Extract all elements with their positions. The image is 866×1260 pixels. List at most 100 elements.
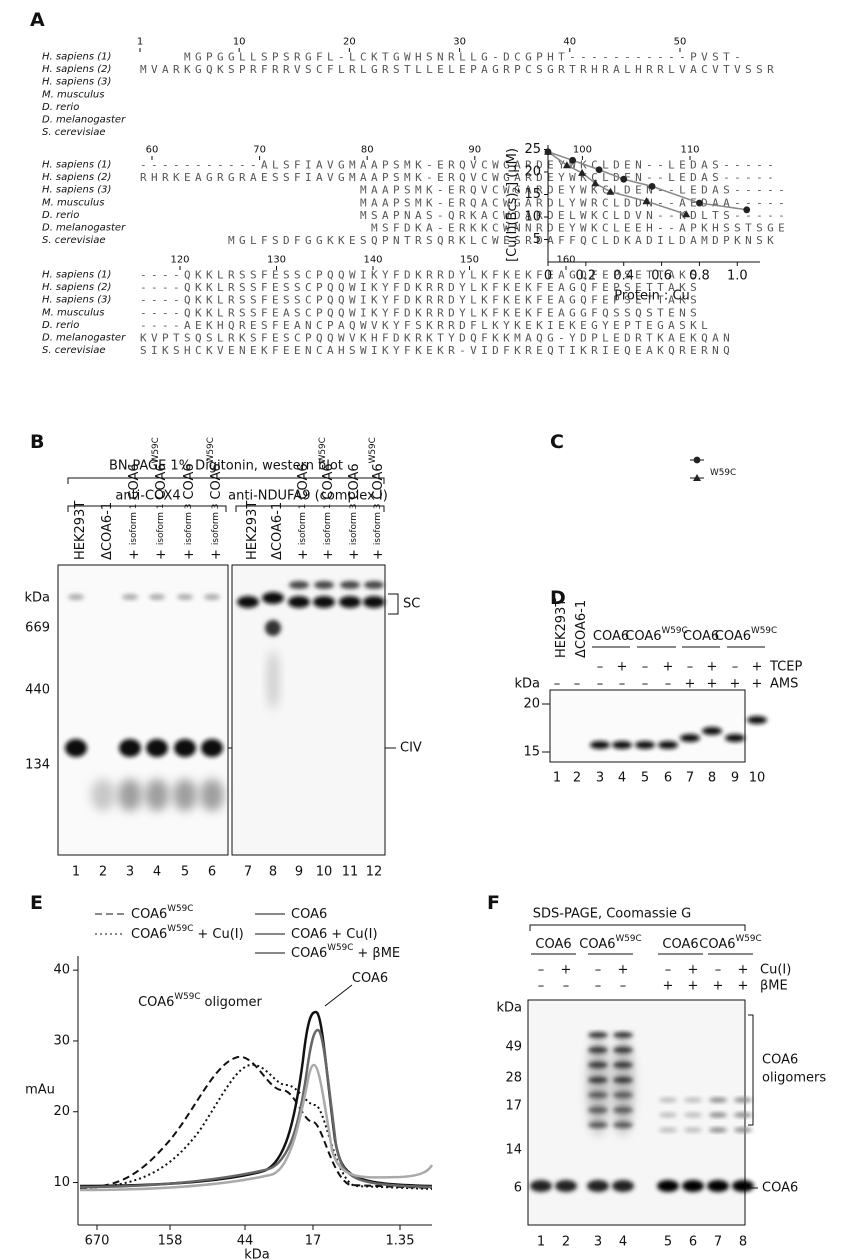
lane-label-part: W59C	[206, 437, 216, 463]
condition-sign: +	[617, 660, 628, 675]
lane-label-part: COA6	[127, 463, 142, 499]
band	[177, 594, 193, 600]
band	[314, 581, 334, 589]
band	[659, 1112, 677, 1118]
point	[620, 175, 628, 183]
lane-label-part: +	[209, 549, 224, 560]
position-number: 100	[573, 145, 592, 156]
species-name: H. sapiens (2)	[42, 172, 111, 183]
condition-sign: –	[619, 677, 626, 692]
band	[747, 716, 767, 724]
y-tick-label: 15	[524, 187, 541, 202]
lane-number: 6	[664, 771, 672, 786]
lane-number: 9	[731, 771, 739, 786]
sequence: ----QKKLRSSFESSCPQQWIKYFDKRRDYLKFKEKFEAG…	[140, 281, 701, 294]
group-label-part: W59C	[751, 626, 777, 636]
lane-label: ΔCOA6-1	[100, 502, 115, 560]
y-axis-label: mAu	[25, 1083, 55, 1098]
lane-label-part: isoform 3	[349, 504, 359, 545]
condition-sign: +	[685, 677, 696, 692]
position-number: 40	[563, 37, 576, 48]
lane-label: + isoform 1 COA6W59C	[318, 437, 336, 560]
y-tick-label: 30	[53, 1033, 70, 1048]
marker-label: 20	[523, 697, 540, 712]
band	[613, 1062, 633, 1068]
band	[590, 741, 610, 749]
species-name: H. sapiens (2)	[42, 64, 111, 75]
band-label: COA6	[762, 1053, 798, 1068]
sequence: MAAPSMK-ERQVCWGARDEYWKCLDEN--LEDAS-----	[360, 184, 789, 197]
lane-label-part: W59C	[151, 437, 161, 463]
x-tick-label: 0.8	[689, 269, 710, 284]
marker-label: 15	[523, 745, 540, 760]
lane-label-part: +	[296, 549, 311, 560]
lane-label: HEK293T	[73, 501, 88, 560]
band-label: COA6	[762, 1181, 798, 1196]
condition-name: βME	[760, 979, 788, 994]
legend-label: W59C	[710, 468, 736, 478]
legend-label-part: COA6	[131, 907, 167, 922]
lane-label-part: COA6	[296, 463, 311, 499]
species-name: D. melanogaster	[42, 333, 126, 344]
band	[204, 594, 220, 600]
group-label-part: COA6	[715, 629, 751, 644]
band	[588, 1077, 608, 1083]
lane-label-part: HEK293T	[73, 501, 88, 560]
lane-label: ΔCOA6-1	[574, 600, 589, 658]
group-label-part: COA6	[593, 629, 629, 644]
lane-number: 12	[366, 865, 383, 880]
band	[588, 1122, 608, 1128]
point	[544, 147, 552, 155]
x-tick-label: 44	[237, 1234, 254, 1249]
group-label: COA6W59C	[699, 934, 761, 952]
sequence: RHRKEAGRGRAESSFIAVGMAAPSMK-ERQVCWGARDEYW…	[140, 171, 778, 184]
lane-label: + isoform 1 COA6	[296, 463, 311, 560]
condition-name: AMS	[770, 677, 798, 692]
condition-sign: +	[752, 660, 763, 675]
sequence: -----------ALSFIAVGMAAPSMK-ERQVCWGARDEYW…	[140, 159, 778, 172]
annotation: COA6W59C oligomer	[138, 992, 262, 1010]
trace-coa6-cu	[79, 1028, 433, 1189]
lane-label: + isoform 1 COA6	[127, 463, 142, 560]
condition-name: TCEP	[769, 660, 802, 675]
condition-sign: +	[618, 963, 629, 978]
y-tick-label: 40	[53, 963, 70, 978]
species-name: M. musculus	[42, 307, 104, 318]
marker-unit: kDa	[514, 677, 540, 692]
bracket	[67, 477, 385, 484]
group-label: COA6W59C	[625, 626, 687, 644]
smear	[267, 650, 279, 710]
panel-label: C	[550, 431, 564, 453]
group-label-part: W59C	[662, 626, 688, 636]
lane-number: 7	[714, 1235, 722, 1250]
annotation-line	[324, 984, 353, 1007]
species-name: D. rerio	[42, 320, 79, 331]
legend-label-part: COA6	[291, 907, 327, 922]
band	[174, 739, 196, 757]
x-tick-label: 670	[85, 1234, 110, 1249]
legend-label-part: W59C	[327, 943, 353, 953]
lane-label: + isoform 3 COA6W59C	[206, 437, 224, 560]
lane-number: 2	[562, 1235, 570, 1250]
band	[201, 739, 223, 757]
band	[658, 741, 678, 749]
species-name: S. cerevisiae	[42, 345, 106, 356]
band	[363, 596, 385, 608]
species-name: S. cerevisiae	[42, 235, 106, 246]
band	[613, 1032, 633, 1038]
point	[595, 166, 603, 174]
band	[684, 1112, 702, 1118]
lane-number: 1	[537, 1235, 545, 1250]
band	[684, 1097, 702, 1103]
legend-label-part: + Cu(I)	[331, 927, 377, 942]
sequence: MSAPNAS-QRKACWDARDELWKCLDVN--KDLTS-----	[360, 209, 789, 222]
lane-label: + isoform 3 COA6W59C	[368, 437, 386, 560]
band	[659, 1097, 677, 1103]
lane-number: 6	[208, 865, 216, 880]
group-label-part: COA6	[625, 629, 661, 644]
trace-w59c-bme	[79, 1063, 434, 1192]
x-tick-label: 0.4	[613, 269, 634, 284]
condition-sign: +	[688, 979, 699, 994]
band	[588, 1032, 608, 1038]
panel-label: D	[550, 587, 566, 609]
